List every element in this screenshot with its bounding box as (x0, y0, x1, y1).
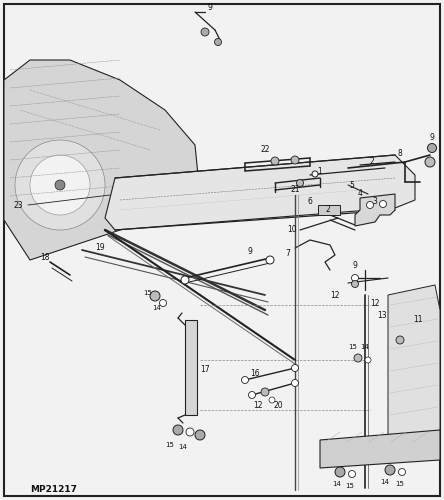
Circle shape (292, 364, 298, 372)
Circle shape (291, 156, 299, 164)
Text: 5: 5 (349, 180, 354, 190)
Circle shape (352, 274, 358, 281)
Polygon shape (105, 155, 415, 230)
Circle shape (271, 157, 279, 165)
Text: 11: 11 (413, 316, 423, 324)
Circle shape (352, 280, 358, 287)
Text: 20: 20 (273, 402, 283, 410)
Circle shape (186, 428, 194, 436)
Text: 13: 13 (377, 310, 387, 320)
Polygon shape (355, 194, 395, 226)
Circle shape (380, 200, 386, 207)
Text: 14: 14 (153, 305, 162, 311)
Text: 9: 9 (429, 134, 434, 142)
Text: MP21217: MP21217 (30, 486, 77, 494)
Text: 16: 16 (250, 370, 260, 378)
Text: 17: 17 (200, 366, 210, 374)
Circle shape (30, 155, 90, 215)
Text: 15: 15 (396, 481, 404, 487)
Circle shape (385, 465, 395, 475)
Text: 21: 21 (290, 186, 300, 194)
Text: 9: 9 (207, 4, 212, 13)
Circle shape (396, 336, 404, 344)
Text: 7: 7 (285, 250, 290, 258)
Circle shape (399, 468, 405, 475)
Text: 4: 4 (357, 188, 362, 198)
Circle shape (365, 357, 371, 363)
Polygon shape (4, 60, 200, 260)
Text: 15: 15 (166, 442, 174, 448)
Circle shape (428, 144, 436, 152)
Text: 2: 2 (325, 206, 330, 214)
Text: 8: 8 (398, 148, 402, 158)
Polygon shape (388, 285, 440, 435)
Circle shape (266, 256, 274, 264)
Text: 12: 12 (253, 400, 263, 409)
Text: 14: 14 (381, 479, 389, 485)
Circle shape (349, 470, 356, 478)
Text: 14: 14 (361, 344, 369, 350)
Circle shape (297, 180, 304, 186)
Text: 23: 23 (13, 200, 23, 209)
Circle shape (15, 140, 105, 230)
Bar (318, 205, 340, 215)
Text: 15: 15 (345, 483, 354, 489)
Circle shape (335, 467, 345, 477)
Polygon shape (320, 430, 440, 468)
Circle shape (55, 180, 65, 190)
Text: 12: 12 (330, 290, 340, 300)
Text: 12: 12 (370, 298, 380, 308)
Circle shape (312, 171, 318, 177)
Bar (185, 320, 197, 415)
Circle shape (150, 291, 160, 301)
Circle shape (249, 392, 255, 398)
Text: 15: 15 (349, 344, 357, 350)
Circle shape (159, 300, 166, 306)
Text: 10: 10 (287, 226, 297, 234)
Circle shape (261, 388, 269, 396)
Text: 19: 19 (95, 242, 105, 252)
Circle shape (195, 430, 205, 440)
Text: 14: 14 (333, 481, 341, 487)
Text: 22: 22 (260, 146, 270, 154)
Text: 15: 15 (143, 290, 152, 296)
Circle shape (214, 38, 222, 46)
Circle shape (173, 425, 183, 435)
Circle shape (201, 28, 209, 36)
Circle shape (242, 376, 249, 384)
Text: 2: 2 (369, 158, 374, 166)
Circle shape (292, 380, 298, 386)
Circle shape (425, 157, 435, 167)
Text: 1: 1 (317, 168, 322, 176)
Text: 14: 14 (178, 444, 187, 450)
Circle shape (354, 354, 362, 362)
Text: 6: 6 (308, 198, 313, 206)
Circle shape (366, 202, 373, 208)
Circle shape (269, 397, 275, 403)
Text: 3: 3 (373, 198, 377, 206)
Text: 9: 9 (248, 248, 253, 256)
Circle shape (181, 276, 189, 284)
Text: 9: 9 (353, 260, 357, 270)
Text: 18: 18 (40, 254, 50, 262)
